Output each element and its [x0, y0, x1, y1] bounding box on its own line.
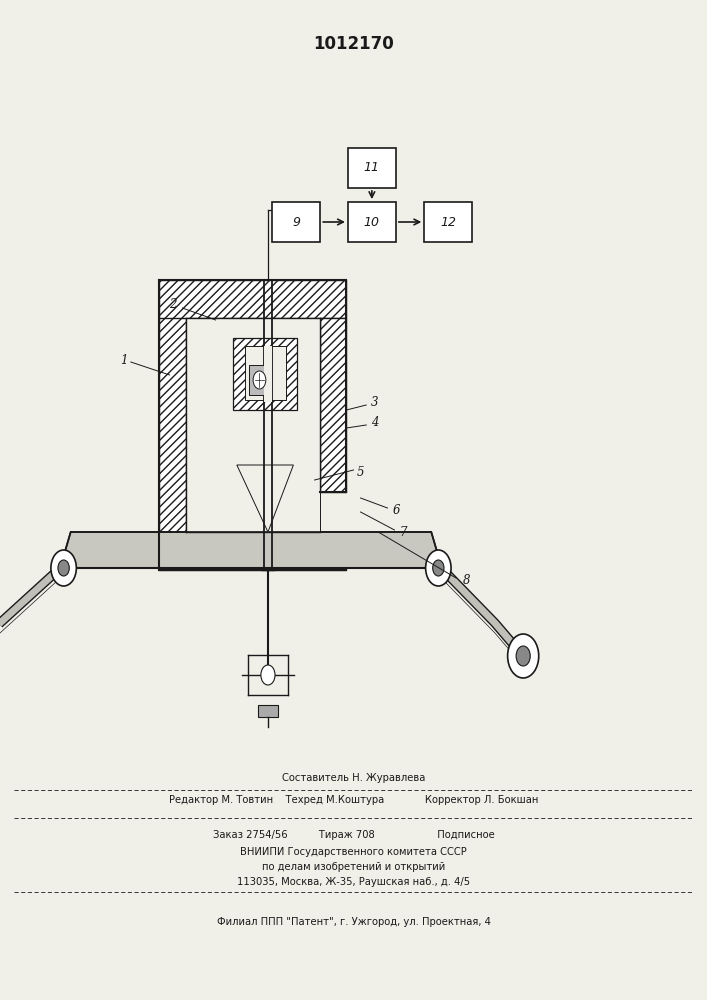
- Text: 11: 11: [364, 161, 380, 174]
- Text: 12: 12: [440, 216, 456, 229]
- Bar: [320, 318, 346, 492]
- Bar: [233, 338, 297, 410]
- Bar: [348, 202, 396, 242]
- Text: 1012170: 1012170: [313, 35, 394, 53]
- Circle shape: [261, 665, 275, 685]
- Text: 113035, Москва, Ж-35, Раушская наб., д. 4/5: 113035, Москва, Ж-35, Раушская наб., д. …: [237, 877, 470, 887]
- Bar: [264, 346, 272, 402]
- Bar: [159, 280, 186, 535]
- Polygon shape: [60, 532, 442, 568]
- Text: 9: 9: [292, 216, 300, 229]
- Text: 8: 8: [463, 574, 470, 586]
- Bar: [258, 705, 278, 717]
- Bar: [245, 346, 286, 400]
- Text: по делам изобретений и открытий: по делам изобретений и открытий: [262, 862, 445, 872]
- Text: 5: 5: [357, 466, 364, 479]
- Circle shape: [51, 550, 76, 586]
- Text: 4: 4: [371, 416, 378, 428]
- Circle shape: [253, 371, 266, 389]
- Bar: [272, 202, 320, 242]
- Circle shape: [426, 550, 451, 586]
- Text: 1: 1: [120, 354, 127, 366]
- Text: 10: 10: [364, 216, 380, 229]
- Bar: [159, 532, 346, 570]
- Text: 7: 7: [399, 526, 407, 538]
- Polygon shape: [237, 465, 293, 532]
- Bar: [186, 318, 320, 532]
- Text: 2: 2: [170, 298, 177, 312]
- Text: Составитель Н. Журавлева: Составитель Н. Журавлева: [282, 773, 425, 783]
- Circle shape: [58, 560, 69, 576]
- Text: Филиал ППП "Патент", г. Ужгород, ул. Проектная, 4: Филиал ППП "Патент", г. Ужгород, ул. Про…: [216, 917, 491, 927]
- Text: 6: 6: [392, 504, 399, 516]
- Circle shape: [433, 560, 444, 576]
- Bar: [348, 148, 396, 188]
- Bar: [424, 202, 472, 242]
- Text: Редактор М. Товтин    Техред М.Коштура             Корректор Л. Бокшан: Редактор М. Товтин Техред М.Коштура Корр…: [169, 795, 538, 805]
- Circle shape: [508, 634, 539, 678]
- Text: 3: 3: [371, 395, 378, 408]
- Circle shape: [516, 646, 530, 666]
- Text: Заказ 2754/56          Тираж 708                    Подписное: Заказ 2754/56 Тираж 708 Подписное: [213, 830, 494, 840]
- Text: ВНИИПИ Государственного комитета СССР: ВНИИПИ Государственного комитета СССР: [240, 847, 467, 857]
- Bar: [159, 280, 346, 318]
- Bar: [249, 365, 270, 395]
